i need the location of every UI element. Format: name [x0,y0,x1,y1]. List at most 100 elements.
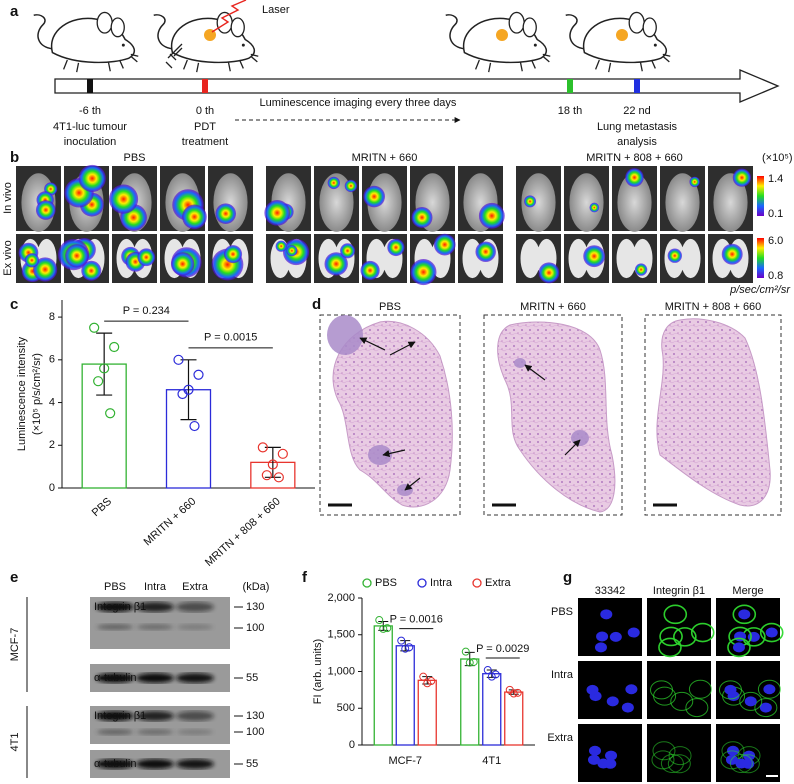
data-point [273,472,284,483]
bar [417,679,437,746]
lane-label: Intra [144,581,167,593]
x-tick-label: MRITN + 808 + 660 [203,495,283,569]
channel-label: 33342 [595,585,626,597]
data-point [509,689,518,698]
lung-lobe [616,238,637,279]
nucleus [759,702,772,713]
signal-blob [410,259,437,286]
data-point [193,369,204,380]
data-point [419,672,428,681]
band-name: Integrin β1 [94,601,146,613]
signal-blob [35,200,56,220]
channel-label: Integrin β1 [653,585,705,597]
y-axis-label: (×10⁵ p/s/cm²/sr) [31,353,43,435]
nucleus [627,627,640,638]
x-tick-label: MCF-7 [388,755,422,767]
mouse-body [713,173,748,232]
p-value: P = 0.0029 [476,643,529,655]
signal-blob [411,206,433,228]
band [176,602,214,612]
data-point [257,442,268,453]
band-name: α-tubulin [94,672,136,684]
nucleus [765,627,778,638]
metastasis [514,358,526,368]
panel-label: b [10,149,19,166]
data-point [267,459,278,470]
imaging-note: Luminescence imaging every three days [260,97,457,109]
y-tick-label: 0 [49,482,55,494]
membrane [659,626,683,647]
x-tick-label: MRITN + 660 [142,495,199,548]
data-point [405,643,414,652]
pointer-arrow [564,439,581,456]
signal-blob [363,185,385,208]
group-label: MRITN + 660 [520,301,586,313]
event-note: 4T1-luc tumour [53,121,127,133]
nucleus [625,684,638,695]
band [136,602,174,612]
legend-marker [362,578,372,588]
timeline-arrow [54,69,780,103]
data-point [375,616,384,625]
membrane [759,622,784,643]
nucleus [609,631,622,642]
y-axis-label: FI (arb. units) [312,639,324,704]
syringe [165,43,183,69]
band [97,729,133,735]
timeline-tick [567,79,573,93]
y-axis-label: Luminescence intensity [16,336,28,451]
membrane [652,741,676,761]
signal-blob [81,260,102,281]
nucleus [744,696,757,707]
membrane [690,622,715,643]
signal-blob [324,252,348,276]
bar [504,691,524,746]
colorbar-units: p/sec/cm²/sr [729,284,791,296]
micrograph [578,598,642,656]
signal-blob [340,243,356,259]
signal-blob [589,202,600,213]
y-tick-label: 0 [349,739,355,751]
membrane [685,698,709,718]
y-tick-label: 2,000 [327,592,355,604]
marker-label: 100 [246,726,264,738]
colorbar-unit: (×10⁵) [762,152,793,164]
nucleus [596,631,609,642]
panel-label: a [10,3,19,20]
laser-beam [211,0,247,33]
tumour-spot [616,29,628,41]
data-point [173,354,184,365]
signal-blob [286,245,298,257]
membrane [732,604,757,625]
marker-label: 100 [246,622,264,634]
event-note: PDT [194,121,216,133]
signal-blob [170,252,195,276]
nucleus [621,702,634,713]
signal-blob [33,257,58,282]
data-point [427,677,436,686]
tumour-spot [496,29,508,41]
nucleus [738,609,751,620]
membrane [658,637,682,658]
pointer-arrow [359,337,386,351]
membrane [688,679,712,699]
nucleus [588,745,601,756]
band [176,673,214,683]
signal-blob [215,203,237,224]
band [176,759,214,769]
data-point [491,670,500,679]
legend-marker [472,578,482,588]
signal-blob [360,260,380,281]
data-point [105,408,116,419]
mouse-drawing [152,11,260,73]
data-point [277,448,288,459]
marker-label: 130 [246,601,264,613]
band [96,759,134,769]
band [96,711,134,721]
data-point [483,666,492,675]
event-note: analysis [617,136,657,148]
legend-label: Extra [485,577,512,589]
micrograph [716,598,780,656]
